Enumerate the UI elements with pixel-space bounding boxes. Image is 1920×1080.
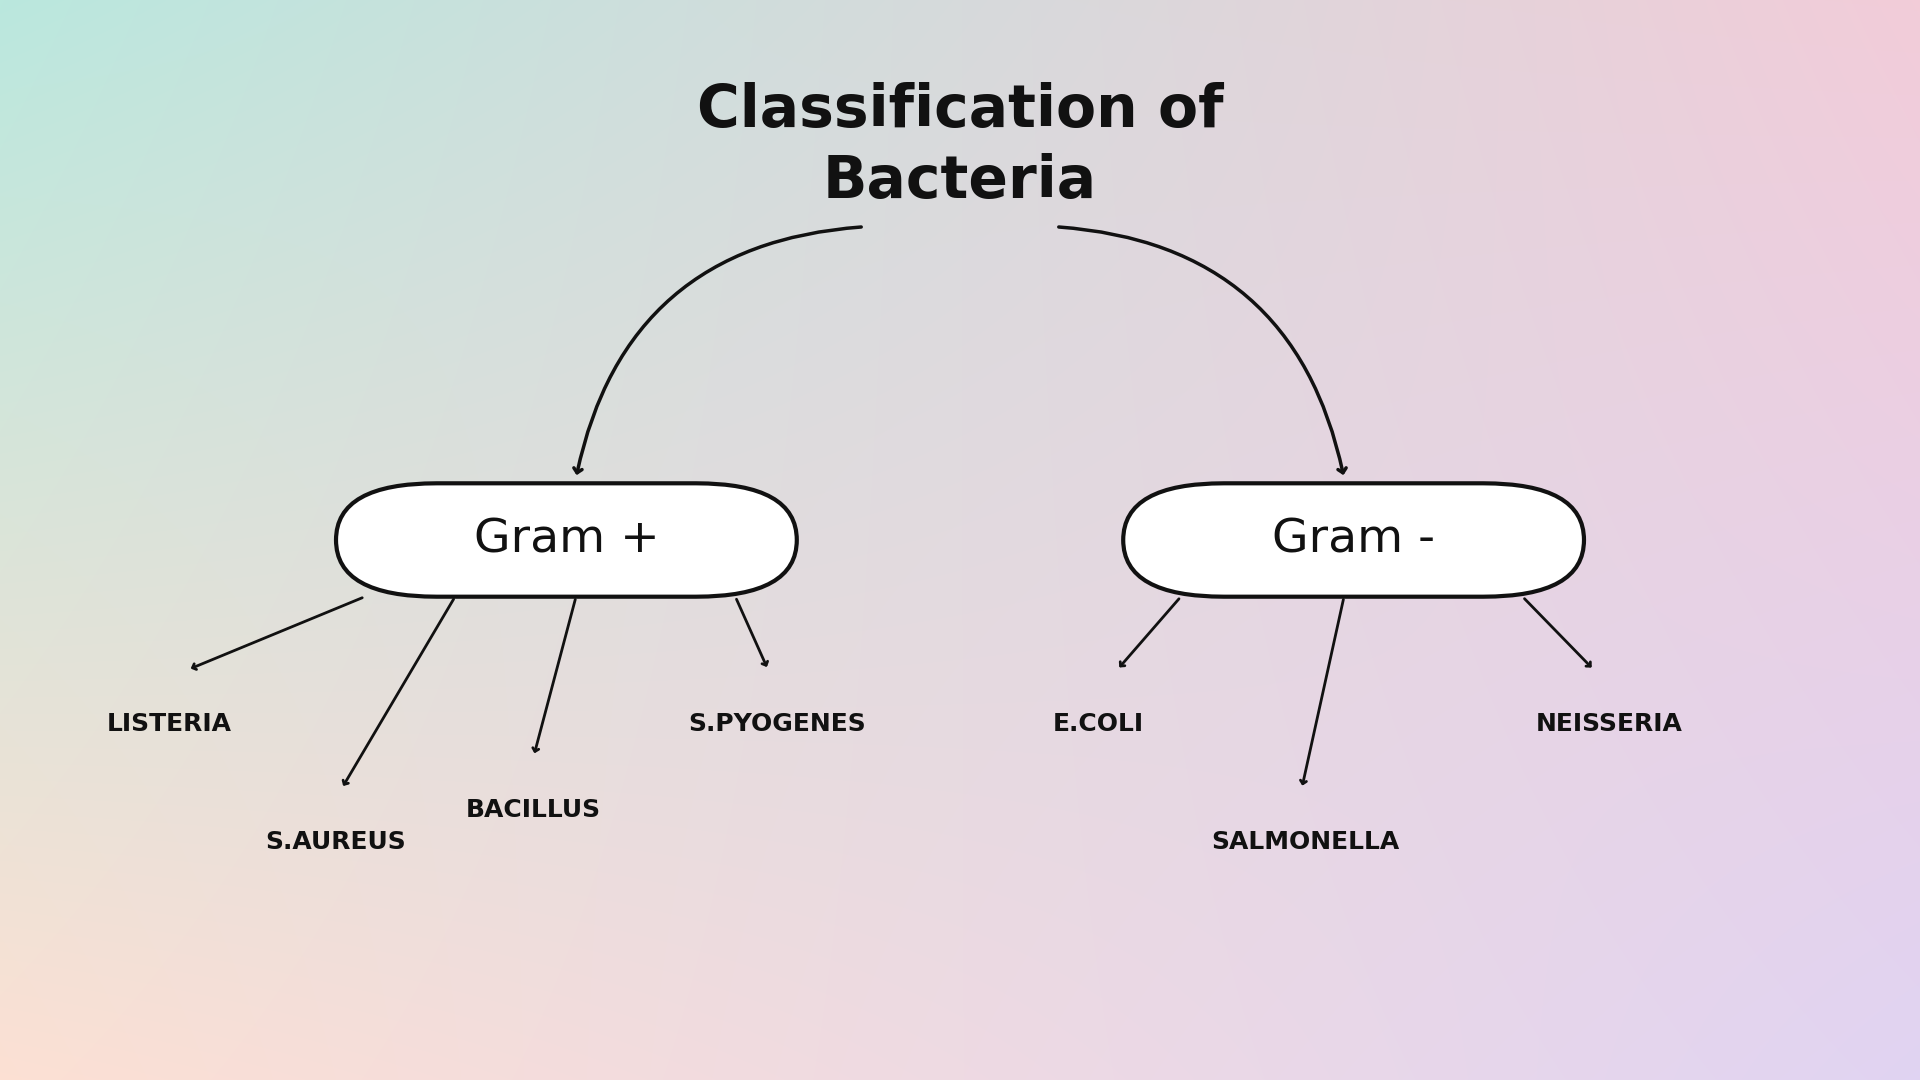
Text: Classification of
Bacteria: Classification of Bacteria (697, 82, 1223, 210)
FancyBboxPatch shape (1123, 483, 1584, 596)
Text: BACILLUS: BACILLUS (467, 798, 601, 822)
Text: Gram -: Gram - (1273, 517, 1434, 563)
Text: LISTERIA: LISTERIA (106, 712, 232, 735)
Text: SALMONELLA: SALMONELLA (1212, 831, 1400, 854)
Text: Gram +: Gram + (474, 517, 659, 563)
Text: E.COLI: E.COLI (1052, 712, 1144, 735)
Text: S.PYOGENES: S.PYOGENES (689, 712, 866, 735)
Text: S.AUREUS: S.AUREUS (265, 831, 407, 854)
Text: NEISSERIA: NEISSERIA (1536, 712, 1682, 735)
FancyBboxPatch shape (336, 483, 797, 596)
